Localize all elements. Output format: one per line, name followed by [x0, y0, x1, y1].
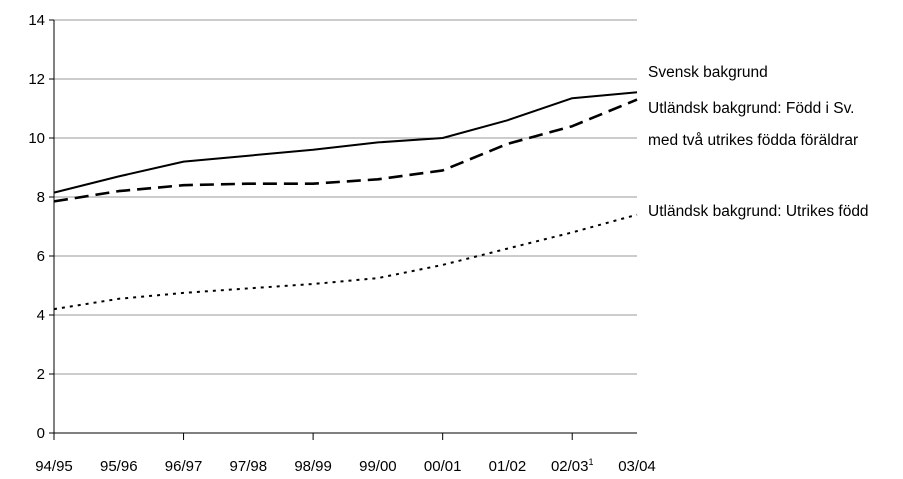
legend-label-utrikes-fodd: Utländsk bakgrund: Utrikes född — [648, 203, 869, 220]
y-tick-label-12: 12 — [28, 71, 45, 88]
x-tick-label-1: 95/96 — [100, 458, 138, 475]
legend-label-fodd-i-sv-line1: Utländsk bakgrund: Född i Sv. — [648, 100, 855, 117]
legend-label-svensk: Svensk bakgrund — [648, 64, 768, 81]
y-tick-label-8: 8 — [37, 189, 45, 206]
x-tick-label-2: 96/97 — [165, 458, 203, 475]
series-line-solid — [53, 91, 638, 194]
x-tick-label-6: 00/01 — [424, 458, 462, 475]
x-tick-label-3: 97/98 — [230, 458, 268, 475]
axes — [53, 20, 637, 434]
legend-label-fodd-i-sv-line2: med två utrikes födda föräldrar — [648, 132, 859, 149]
x-tick-label-5: 99/00 — [359, 458, 397, 475]
y-tick-label-2: 2 — [37, 366, 45, 383]
y-tick-label-4: 4 — [37, 307, 45, 324]
x-tick-label-8: 02/031 — [551, 457, 594, 475]
y-tick-label-6: 6 — [37, 248, 45, 265]
series-line-dotted — [53, 213, 638, 311]
x-tick-label-4: 98/99 — [294, 458, 332, 475]
grid-lines — [54, 19, 637, 375]
series-lines — [53, 91, 638, 311]
series-line-dashed — [53, 98, 638, 203]
y-tick-label-10: 10 — [28, 130, 45, 147]
y-tick-label-0: 0 — [37, 425, 45, 442]
x-axis-ticks: 94/95 95/96 96/97 97/98 98/99 99/00 00/01 01/02… — [35, 433, 656, 475]
y-axis-ticks: 0 2 4 6 8 10 12 14 — [28, 12, 54, 442]
x-tick-label-7: 01/02 — [489, 458, 527, 475]
x-tick-label-0: 94/95 — [35, 458, 73, 475]
y-tick-label-14: 14 — [28, 12, 45, 29]
x-tick-footnote-8: 1 — [588, 457, 593, 467]
x-tick-label-9: 03/04 — [618, 458, 656, 475]
